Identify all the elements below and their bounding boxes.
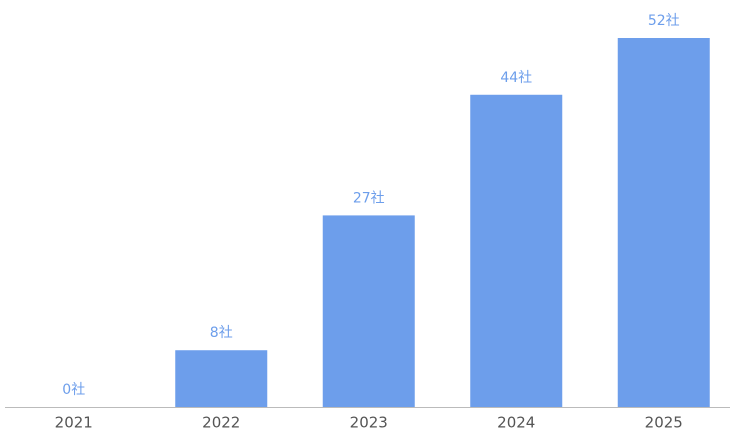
- bar: [322, 215, 415, 407]
- value-label: 52社: [648, 13, 680, 29]
- x-tick-label: 2022: [202, 414, 240, 432]
- value-label: 27社: [353, 190, 385, 206]
- x-tick-label: 2025: [645, 414, 683, 432]
- value-label: 0社: [62, 382, 85, 398]
- bar: [175, 350, 268, 407]
- bar: [617, 38, 710, 407]
- bar: [470, 94, 563, 408]
- x-tick-label: 2023: [350, 414, 388, 432]
- value-label: 8社: [210, 325, 233, 341]
- x-tick-label: 2024: [497, 414, 535, 432]
- x-tick-label: 2021: [55, 414, 93, 432]
- value-label: 44社: [500, 70, 532, 86]
